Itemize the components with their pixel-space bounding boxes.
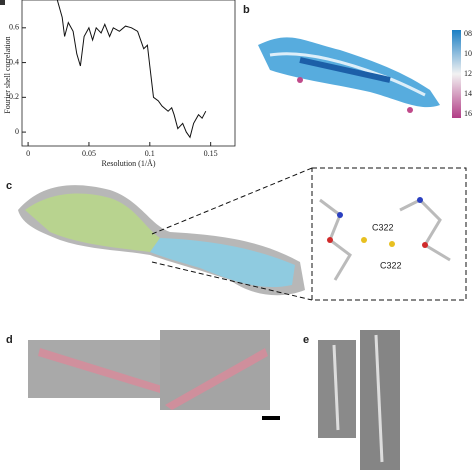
filament [332,344,340,431]
panel-b-map [258,37,440,113]
cut-panel-label [0,0,5,5]
residue-label: C322 [380,260,402,270]
filament [374,334,384,463]
panel-label: b [243,4,250,16]
colorbar-label: 12 [464,69,472,78]
colorbar-label: 08 [464,29,472,38]
inset-box [311,167,467,301]
panel-label: d [6,334,13,346]
em-image [160,330,270,410]
x-tick-label: 0 [26,149,30,158]
panel-label: c [6,180,12,192]
scale-bar [262,416,280,420]
x-axis-label: Resolution (1/Å) [102,159,156,168]
y-tick-label: 0 [15,127,19,136]
panel-c-density [18,185,305,296]
colorbar-label: 10 [464,49,472,58]
filament-highlight [38,348,175,396]
y-axis-label: Fourier shell correlation [3,36,12,113]
colorbar-label: 14 [464,89,472,98]
panel-label: e [303,334,309,346]
y-tick-label: 0.6 [9,23,19,32]
residue-label: C322 [372,222,394,232]
fsc-line [56,0,207,139]
inset-structure [319,197,451,281]
y-tick-label: 0.2 [9,92,19,101]
colorbar [452,30,461,118]
colorbar-label: 16 [464,109,472,118]
zoom-line [151,261,313,301]
y-tick-label: 0.4 [9,57,19,66]
fsc-chart: 0 0.2 0.4 0.6 0 0.05 0.1 0.15 Resolution (1/Å) Fo… [3,0,236,168]
x-tick-label: 0.1 [145,149,155,158]
filament-highlight [165,348,268,410]
x-tick-label: 0.15 [204,149,218,158]
plot-frame [21,0,236,147]
zoom-line [151,167,313,235]
x-tick-label: 0.05 [82,149,96,158]
